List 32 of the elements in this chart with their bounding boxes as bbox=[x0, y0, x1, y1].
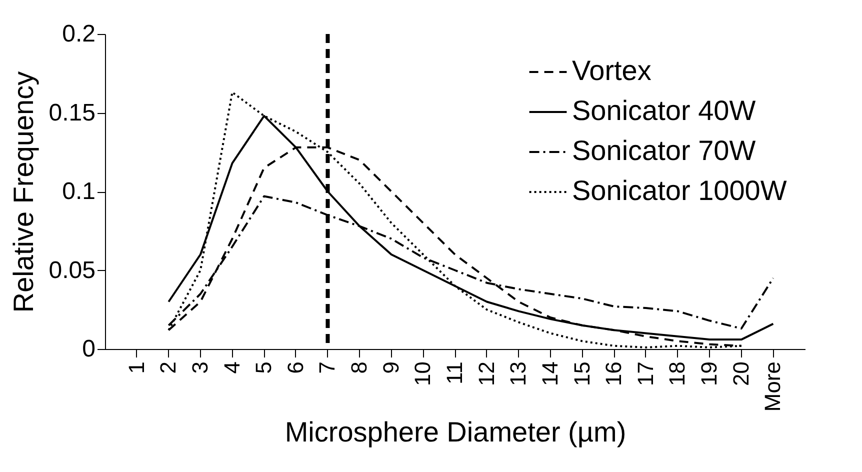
x-tick-label: 7 bbox=[314, 362, 340, 374]
x-tick-label: 4 bbox=[219, 362, 244, 374]
x-tick-label: More bbox=[760, 362, 786, 412]
x-tick-label: 13 bbox=[506, 362, 531, 386]
y-tick-label: 0.05 bbox=[48, 256, 96, 284]
x-tick-label: 19 bbox=[696, 362, 722, 386]
x-tick-label: 15 bbox=[569, 362, 594, 386]
x-tick-label: 17 bbox=[632, 362, 658, 386]
x-tick-label: 5 bbox=[251, 362, 276, 374]
x-tick-label: 1 bbox=[124, 362, 149, 374]
legend-label: Sonicator 40W bbox=[572, 95, 756, 126]
x-tick-label: 9 bbox=[378, 362, 404, 374]
x-tick-label: 16 bbox=[601, 362, 626, 386]
x-tick-label: 11 bbox=[442, 362, 467, 384]
x-tick-label: 8 bbox=[346, 362, 372, 374]
x-tick-label: 10 bbox=[410, 362, 436, 386]
y-axis-title: Relative Frequency bbox=[8, 71, 39, 313]
legend-label: Sonicator 70W bbox=[572, 135, 756, 166]
x-tick-label: 18 bbox=[664, 362, 690, 386]
x-tick-label: 2 bbox=[156, 362, 181, 374]
legend-label: Vortex bbox=[572, 55, 652, 86]
x-tick-label: 14 bbox=[537, 362, 562, 386]
x-tick-label: 12 bbox=[474, 362, 499, 386]
y-tick-label: 0.2 bbox=[62, 20, 96, 48]
x-tick-label: 6 bbox=[282, 362, 308, 374]
x-tick-label: 3 bbox=[187, 362, 212, 374]
y-tick-label: 0.1 bbox=[62, 178, 96, 205]
y-tick-label: 0 bbox=[82, 336, 96, 362]
y-tick-label: 0.15 bbox=[48, 99, 96, 126]
x-tick-label: 20 bbox=[728, 362, 754, 386]
legend-label: Sonicator 1000W bbox=[572, 175, 788, 206]
x-axis-title: Microsphere Diameter (µm) bbox=[284, 416, 626, 448]
